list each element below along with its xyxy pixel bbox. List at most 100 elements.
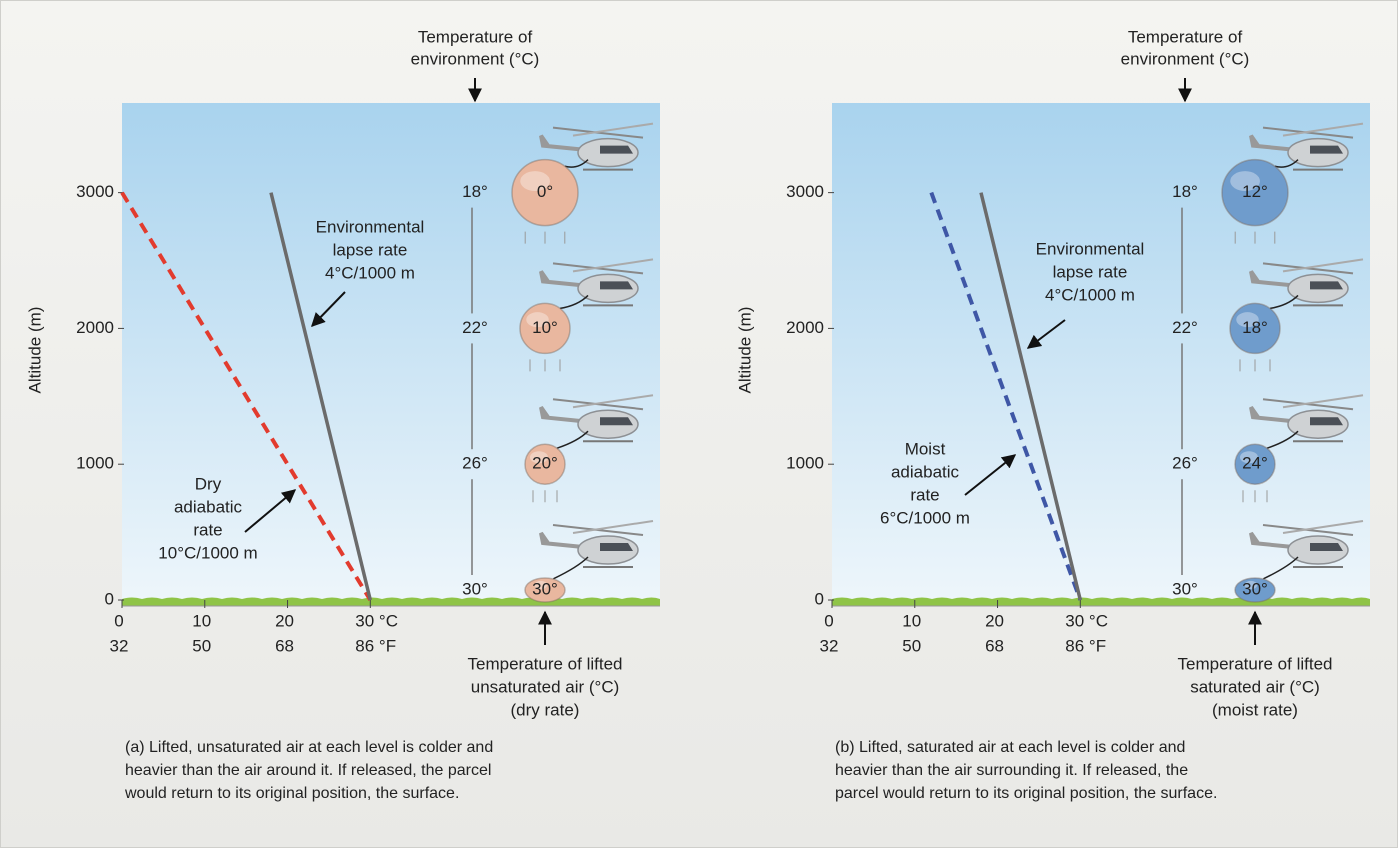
window [1310, 281, 1343, 290]
parcel-label: Temperature of lifted [468, 654, 623, 673]
series-label: Moist [905, 439, 946, 458]
rotor [572, 258, 654, 273]
series-label: Environmental [1036, 239, 1145, 258]
environment-temp: 26° [462, 454, 488, 473]
y-axis-label: Altitude (m) [735, 307, 754, 394]
caption: would return to its original position, t… [124, 785, 459, 802]
parcel-highlight [526, 312, 549, 328]
parcel-temp: 20° [532, 454, 558, 473]
helicopter [539, 122, 654, 171]
parcel-highlight [1236, 312, 1259, 328]
environment-temp: 22° [462, 318, 488, 337]
tail [1249, 134, 1294, 152]
series-label: 10°C/1000 m [158, 543, 257, 562]
tail [1249, 270, 1294, 288]
y-tick-label: 1000 [76, 454, 114, 473]
rotor [572, 122, 654, 137]
series-line [269, 192, 373, 601]
tether [1263, 556, 1299, 580]
x-tick-label: 20 [985, 611, 1004, 630]
tail [539, 270, 584, 288]
environment-temp: 30° [1172, 579, 1198, 598]
helicopter [1249, 520, 1364, 580]
helicopter [1249, 122, 1364, 171]
series-label: Environmental [316, 217, 425, 236]
parcel-balloon [511, 158, 579, 227]
series-label: 4°C/1000 m [325, 263, 415, 282]
caption: heavier than the air around it. If relea… [125, 762, 491, 779]
window [600, 417, 633, 426]
parcel-temp: 30° [1242, 579, 1268, 598]
parcel-temp: 10° [532, 318, 558, 337]
rotor [1282, 122, 1364, 137]
x-tick-label: 10 [192, 611, 211, 630]
parcel-temp: 24° [1242, 454, 1268, 473]
rotor [1282, 394, 1364, 409]
tether [1266, 430, 1299, 449]
y-tick-label: 0 [815, 589, 824, 608]
parcel-balloon [1234, 443, 1276, 485]
tether [559, 294, 589, 310]
tether [553, 556, 589, 580]
tail [539, 531, 584, 549]
label-arrow [311, 291, 346, 328]
environment-temp: 30° [462, 579, 488, 598]
parcel-label: unsaturated air (°C) [471, 677, 620, 696]
series-label: adiabatic [891, 462, 960, 481]
x-tick-label: 10 [902, 611, 921, 630]
parcel-highlight [1244, 580, 1258, 590]
environment-temp: 18° [1172, 182, 1198, 201]
parcel-highlight [1240, 451, 1258, 464]
series-label: rate [910, 485, 939, 504]
label-arrow [964, 454, 1017, 496]
y-tick-label: 1000 [786, 454, 824, 473]
parcel-balloon [519, 302, 571, 355]
parcel-temp: 0° [537, 182, 553, 201]
x2-tick-label: 86 °F [1065, 636, 1106, 655]
tail [539, 134, 584, 152]
helicopter [539, 394, 654, 449]
rotor [572, 394, 654, 409]
y-tick-label: 2000 [76, 318, 114, 337]
environment-label: Temperature of [1128, 27, 1243, 46]
y-tick-label: 3000 [786, 182, 824, 201]
caption: (b) Lifted, saturated air at each level … [835, 739, 1185, 756]
parcel-highlight [530, 451, 548, 464]
series-line [929, 191, 1083, 601]
window [600, 145, 633, 154]
window [1310, 145, 1343, 154]
environment-label: Temperature of [418, 27, 533, 46]
parcel-balloon [1221, 158, 1289, 227]
parcel-temp: 12° [1242, 182, 1268, 201]
series-label: Dry [195, 474, 222, 493]
tail [1249, 406, 1294, 424]
rotor [572, 520, 654, 534]
series-line [979, 192, 1083, 601]
series-line [120, 191, 373, 602]
environment-temp: 22° [1172, 318, 1198, 337]
x-tick-label: 30 °C [355, 611, 398, 630]
parcel-label: (moist rate) [1212, 700, 1298, 719]
helicopter [1249, 394, 1364, 449]
x2-tick-label: 32 [110, 636, 129, 655]
window [1310, 417, 1343, 426]
series-label: lapse rate [1053, 262, 1128, 281]
x-tick-label: 20 [275, 611, 294, 630]
x-tick-label: 0 [114, 611, 123, 630]
plot-area [832, 103, 1370, 606]
rotor [1282, 520, 1364, 534]
parcel-temp: 18° [1242, 318, 1268, 337]
label-arrow [244, 489, 297, 533]
helicopter [1249, 258, 1364, 310]
parcel-temp: 30° [532, 579, 558, 598]
helicopter [539, 258, 654, 310]
tail [539, 406, 584, 424]
x-tick-label: 0 [824, 611, 833, 630]
parcel-balloon [524, 577, 566, 603]
x2-tick-label: 50 [902, 636, 921, 655]
caption: heavier than the air surrounding it. If … [835, 762, 1188, 779]
caption: (a) Lifted, unsaturated air at each leve… [125, 739, 493, 756]
y-axis-label: Altitude (m) [25, 307, 44, 394]
